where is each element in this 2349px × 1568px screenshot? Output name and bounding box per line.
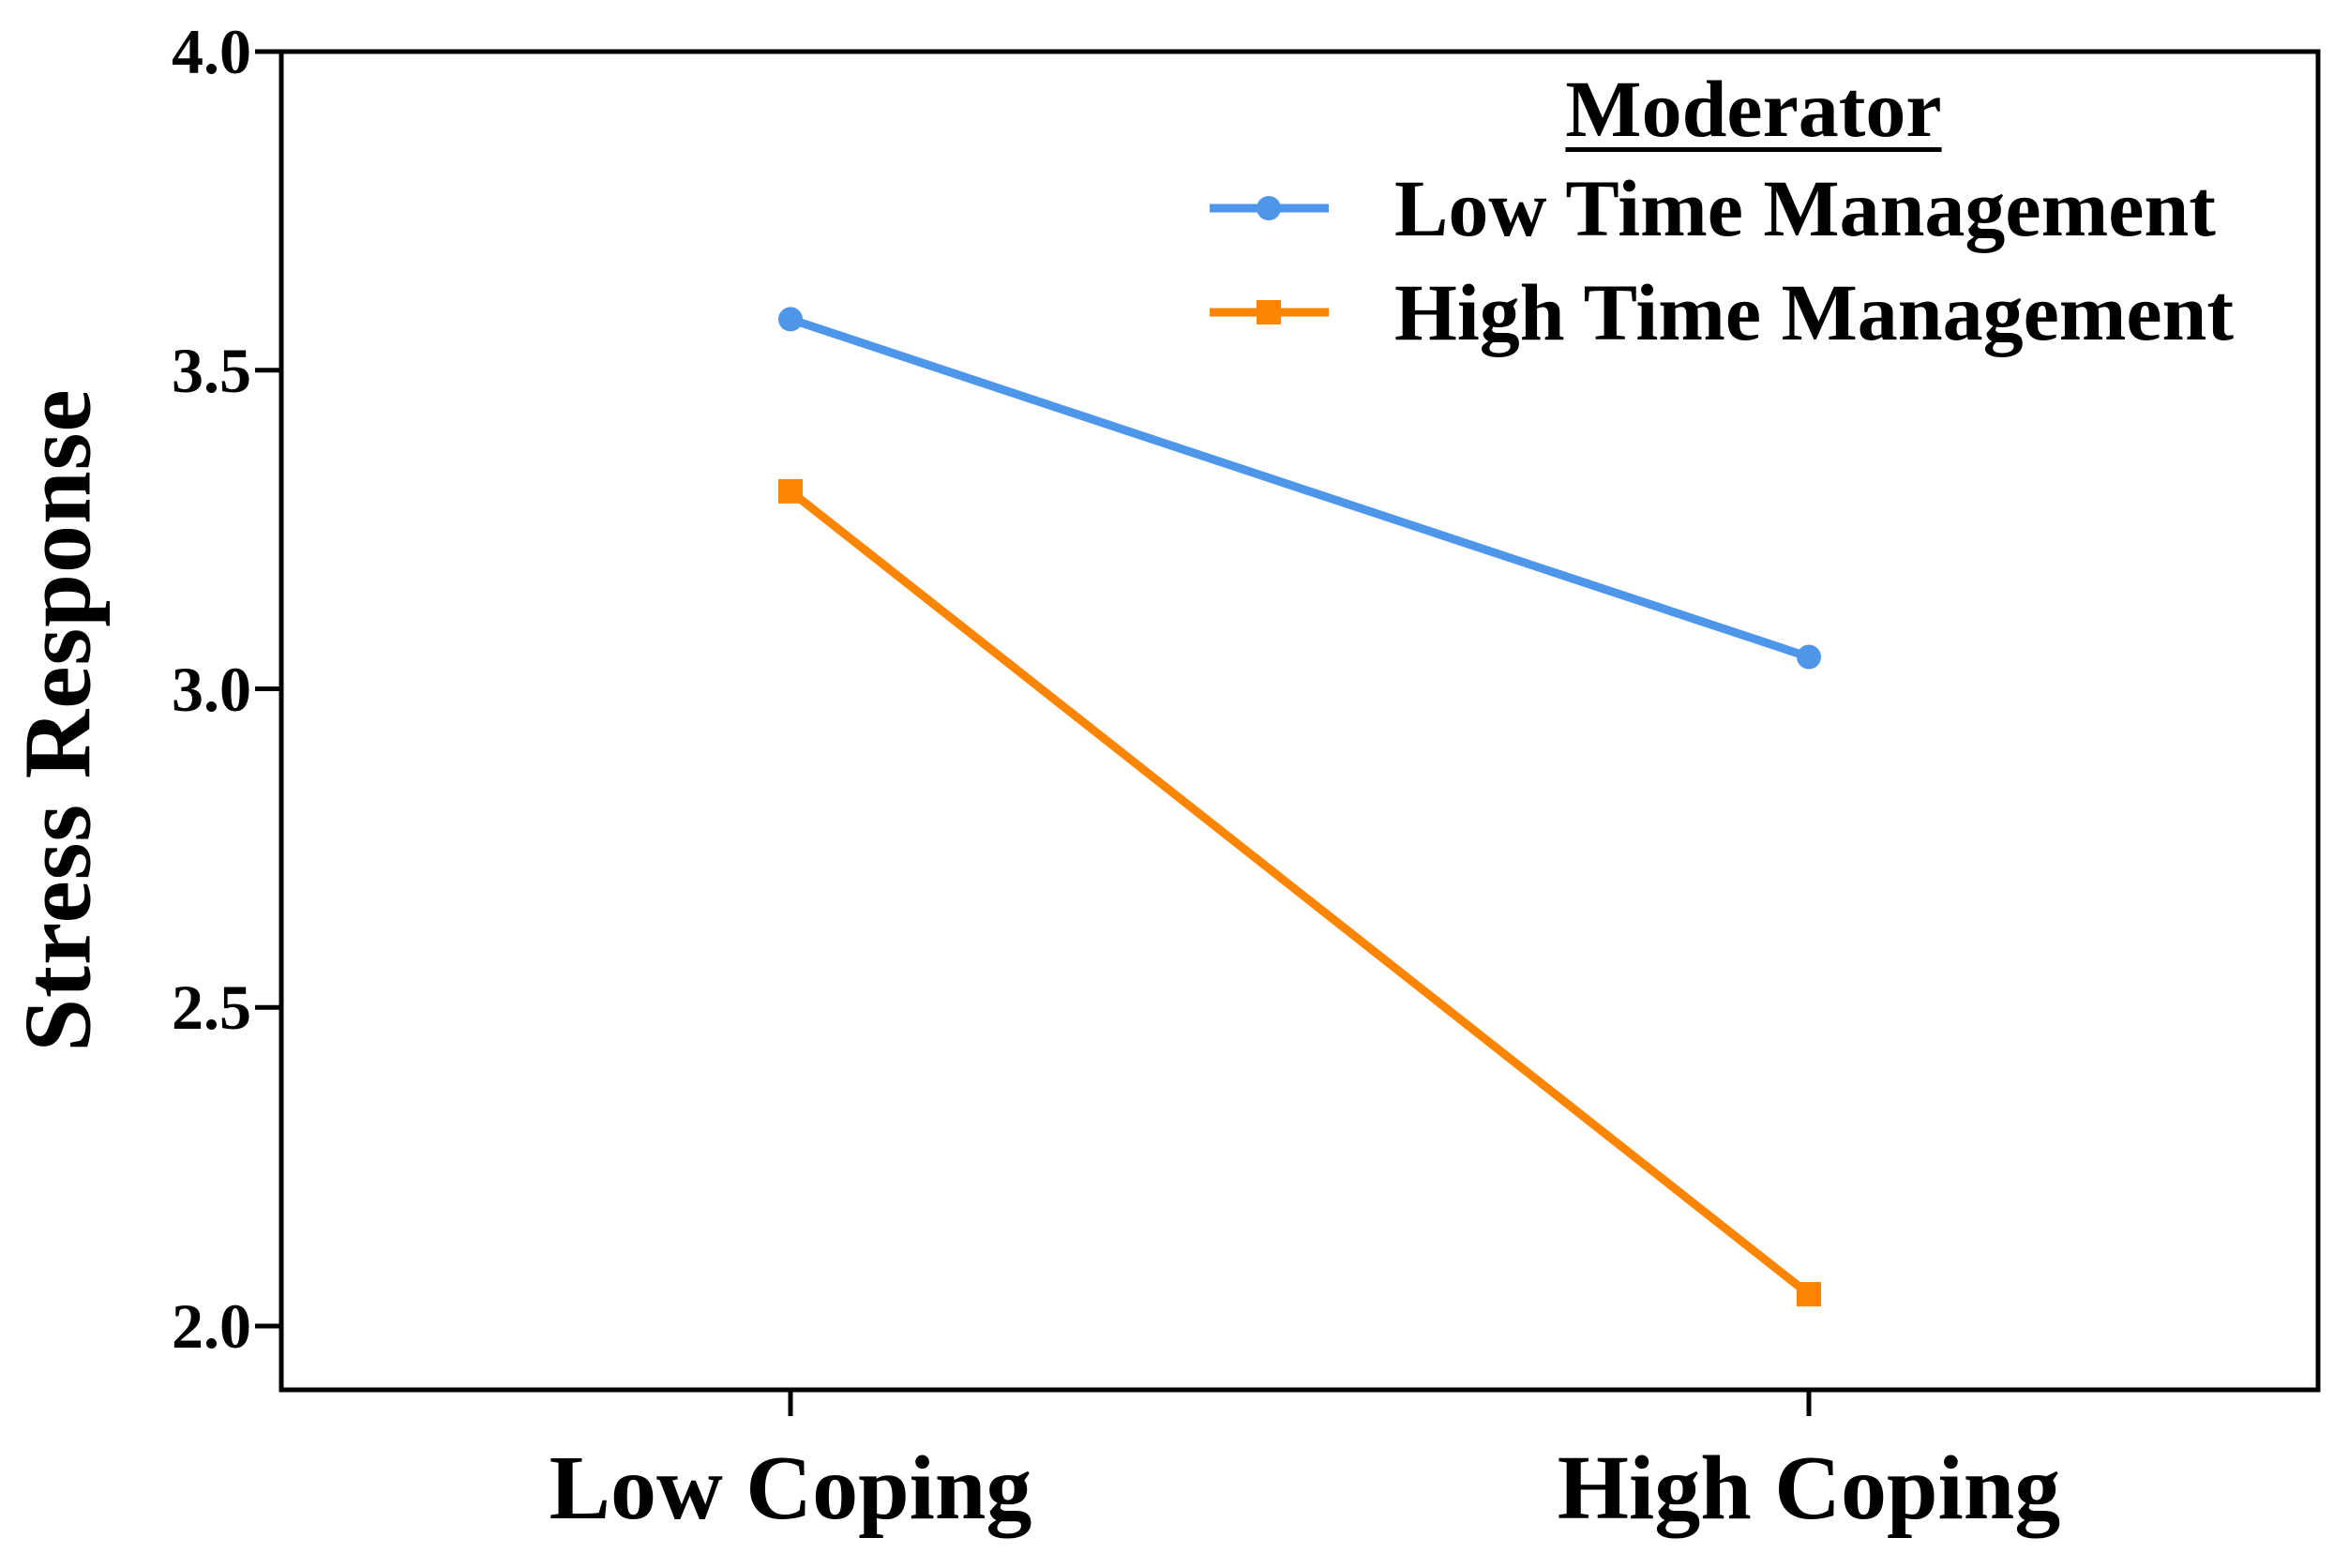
x-tick-label: Low Coping (549, 1438, 1032, 1539)
data-point-square (1797, 1282, 1821, 1307)
y-tick-label: 3.5 (172, 334, 251, 406)
series-line (789, 315, 1811, 661)
legend-label: Low Time Management (1394, 162, 2216, 253)
axes-frame (279, 49, 2321, 1393)
x-tick-label: High Coping (1557, 1438, 2061, 1539)
legend: Moderator Low Time Management High Time … (1210, 64, 2297, 362)
legend-title: Moderator (1565, 64, 1942, 154)
legend-sample-square (1257, 299, 1281, 324)
legend-line-circle-icon (1210, 195, 1329, 220)
legend-sample-circle (1257, 195, 1281, 220)
y-tick-label: 2.0 (172, 1290, 251, 1363)
legend-line-square-icon (1210, 299, 1329, 324)
y-tick-label: 4.0 (172, 16, 251, 87)
y-tick-label: 2.5 (172, 972, 251, 1044)
data-point-square (778, 478, 803, 504)
data-point-circle (778, 307, 803, 332)
legend-entry-high-time-management: High Time Management (1210, 262, 2297, 362)
series-line (788, 488, 1812, 1298)
y-tick-label: 3.0 (172, 653, 251, 725)
legend-label: High Time Management (1394, 266, 2235, 357)
legend-entry-low-time-management: Low Time Management (1210, 158, 2297, 258)
data-point-circle (1797, 644, 1821, 670)
